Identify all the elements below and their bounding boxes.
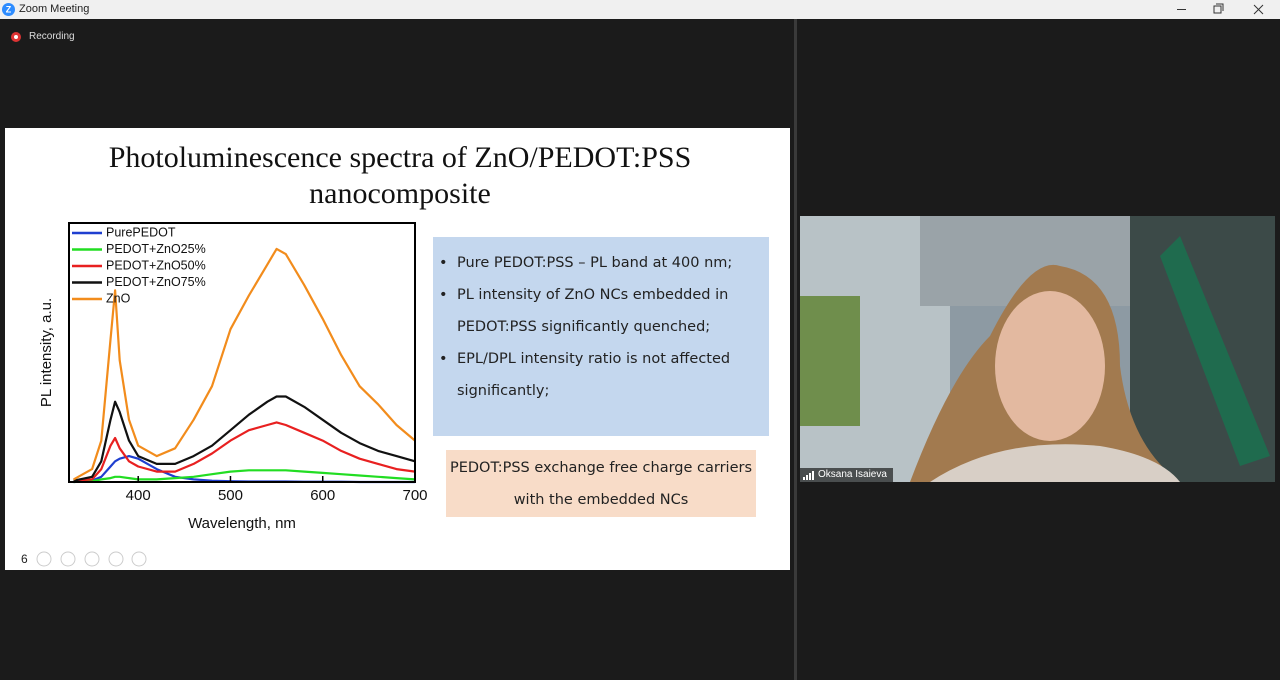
x-tick-label: 500: [218, 487, 243, 504]
legend-label: PurePEDOT: [106, 225, 176, 239]
series-line: [73, 421, 416, 482]
bullet-box: Pure PEDOT:PSS – PL band at 400 nm;PL in…: [433, 237, 769, 436]
series-line: [73, 469, 416, 484]
bullet: EPL/DPL intensity ratio is not affected …: [439, 343, 759, 407]
x-tick-label: 400: [126, 487, 151, 504]
recording-icon: [11, 32, 21, 42]
video-frame: [800, 216, 1275, 482]
series-line: [73, 395, 416, 482]
zoom-icon: Z: [2, 3, 15, 16]
participant-video: Oksana Isaieva: [800, 216, 1275, 482]
legend-label: PEDOT+ZnO50%: [106, 258, 206, 272]
legend-label: PEDOT+ZnO75%: [106, 275, 206, 289]
slide-toolbar: 6: [9, 550, 149, 568]
title-bar: Z Zoom Meeting: [0, 0, 1280, 19]
legend-label: PEDOT+ZnO25%: [106, 242, 206, 256]
y-axis-label: PL intensity, a.u.: [38, 298, 55, 407]
chart: 400 500 600 700 Wavelength, nm PL intensity, …: [38, 222, 428, 532]
divider: [794, 19, 797, 680]
x-tick-label: 600: [310, 487, 335, 504]
x-tick-label: 700: [402, 487, 427, 504]
shared-slide: Photoluminescence spectra of ZnO/PEDOT:P…: [5, 128, 790, 570]
x-axis-label: Wavelength, nm: [188, 515, 296, 532]
bullet: Pure PEDOT:PSS – PL band at 400 nm;: [439, 247, 759, 279]
recording-label[interactable]: Recording: [29, 31, 75, 42]
bullet: PL intensity of ZnO NCs embedded in PEDO…: [439, 279, 759, 343]
window-controls[interactable]: [1170, 0, 1280, 19]
page-number: 6: [21, 552, 28, 566]
legend-label: ZnO: [106, 291, 131, 305]
note-box: PEDOT:PSS exchange free charge carriers …: [446, 450, 756, 517]
svg-text:Z: Z: [6, 4, 12, 14]
plot-frame: [68, 222, 416, 483]
toolbar-icons[interactable]: [35, 550, 149, 568]
slide-title: Photoluminescence spectra of ZnO/PEDOT:P…: [108, 141, 692, 210]
participant-name: Oksana Isaieva: [800, 468, 893, 482]
series-line: [73, 247, 416, 481]
window-title: Zoom Meeting: [19, 3, 90, 15]
signal-icon: [803, 471, 814, 480]
